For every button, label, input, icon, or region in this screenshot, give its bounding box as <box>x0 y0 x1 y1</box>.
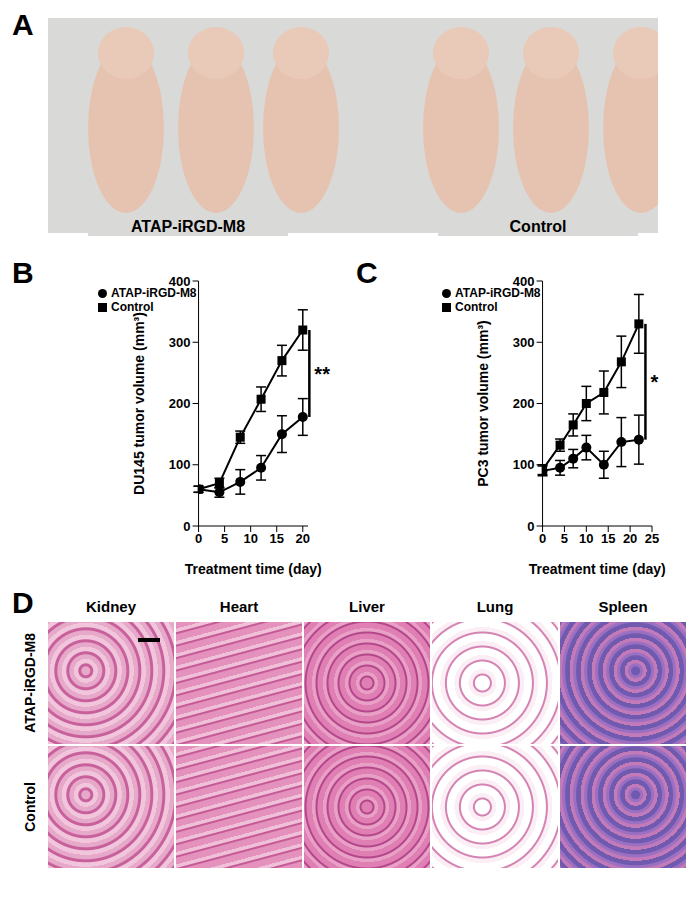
svg-text:200: 200 <box>169 396 191 411</box>
svg-text:5: 5 <box>561 531 568 546</box>
html-text:ATAP-iRGD-M8: ATAP-iRGD-M8 <box>22 633 38 733</box>
html-text:Lung: Lung <box>476 598 514 615</box>
svg-text:*: * <box>650 371 658 393</box>
html-text:Heart: Heart <box>219 598 259 615</box>
html-text:Spleen: Spleen <box>598 598 648 615</box>
svg-text:400: 400 <box>513 274 535 289</box>
html-text:D: D <box>12 586 34 619</box>
html-text:ATAP-iRGD-M8: ATAP-iRGD-M8 <box>111 286 197 300</box>
svg-text:100: 100 <box>169 457 191 472</box>
svg-text:0: 0 <box>527 519 534 534</box>
html-text:Control: Control <box>455 300 498 314</box>
svg-text:15: 15 <box>269 531 283 546</box>
svg-text:DU145 tumor volume (mm³): DU145 tumor volume (mm³) <box>131 312 147 495</box>
html-text:Control: Control <box>111 300 154 314</box>
svg-text:5: 5 <box>221 531 228 546</box>
html-text:Liver: Liver <box>349 598 385 615</box>
svg-text:PC3 tumor volume (mm³): PC3 tumor volume (mm³) <box>475 320 491 486</box>
html-text:ATAP-iRGD-M8: ATAP-iRGD-M8 <box>455 286 541 300</box>
html-text:A: A <box>12 8 34 41</box>
svg-text:400: 400 <box>169 274 191 289</box>
svg-text:**: ** <box>314 363 330 385</box>
svg-text:20: 20 <box>623 531 637 546</box>
svg-text:15: 15 <box>601 531 615 546</box>
html-text:Control: Control <box>22 782 38 832</box>
html-text:B: B <box>12 256 34 289</box>
svg-text:0: 0 <box>539 531 546 546</box>
svg-text:300: 300 <box>513 335 535 350</box>
svg-text:0: 0 <box>183 519 190 534</box>
svg-text:Treatment time (day): Treatment time (day) <box>529 561 666 577</box>
svg-text:Treatment time (day): Treatment time (day) <box>185 561 322 577</box>
svg-text:300: 300 <box>169 335 191 350</box>
html-text:C: C <box>356 256 378 289</box>
svg-text:20: 20 <box>296 531 310 546</box>
html-text:Control: Control <box>509 218 567 235</box>
svg-text:10: 10 <box>243 531 257 546</box>
svg-text:100: 100 <box>513 457 535 472</box>
svg-text:0: 0 <box>195 531 202 546</box>
svg-text:25: 25 <box>645 531 659 546</box>
html-text:Kidney: Kidney <box>86 598 136 615</box>
svg-text:200: 200 <box>513 396 535 411</box>
svg-text:10: 10 <box>579 531 593 546</box>
html-text:ATAP-iRGD-M8: ATAP-iRGD-M8 <box>131 218 245 235</box>
